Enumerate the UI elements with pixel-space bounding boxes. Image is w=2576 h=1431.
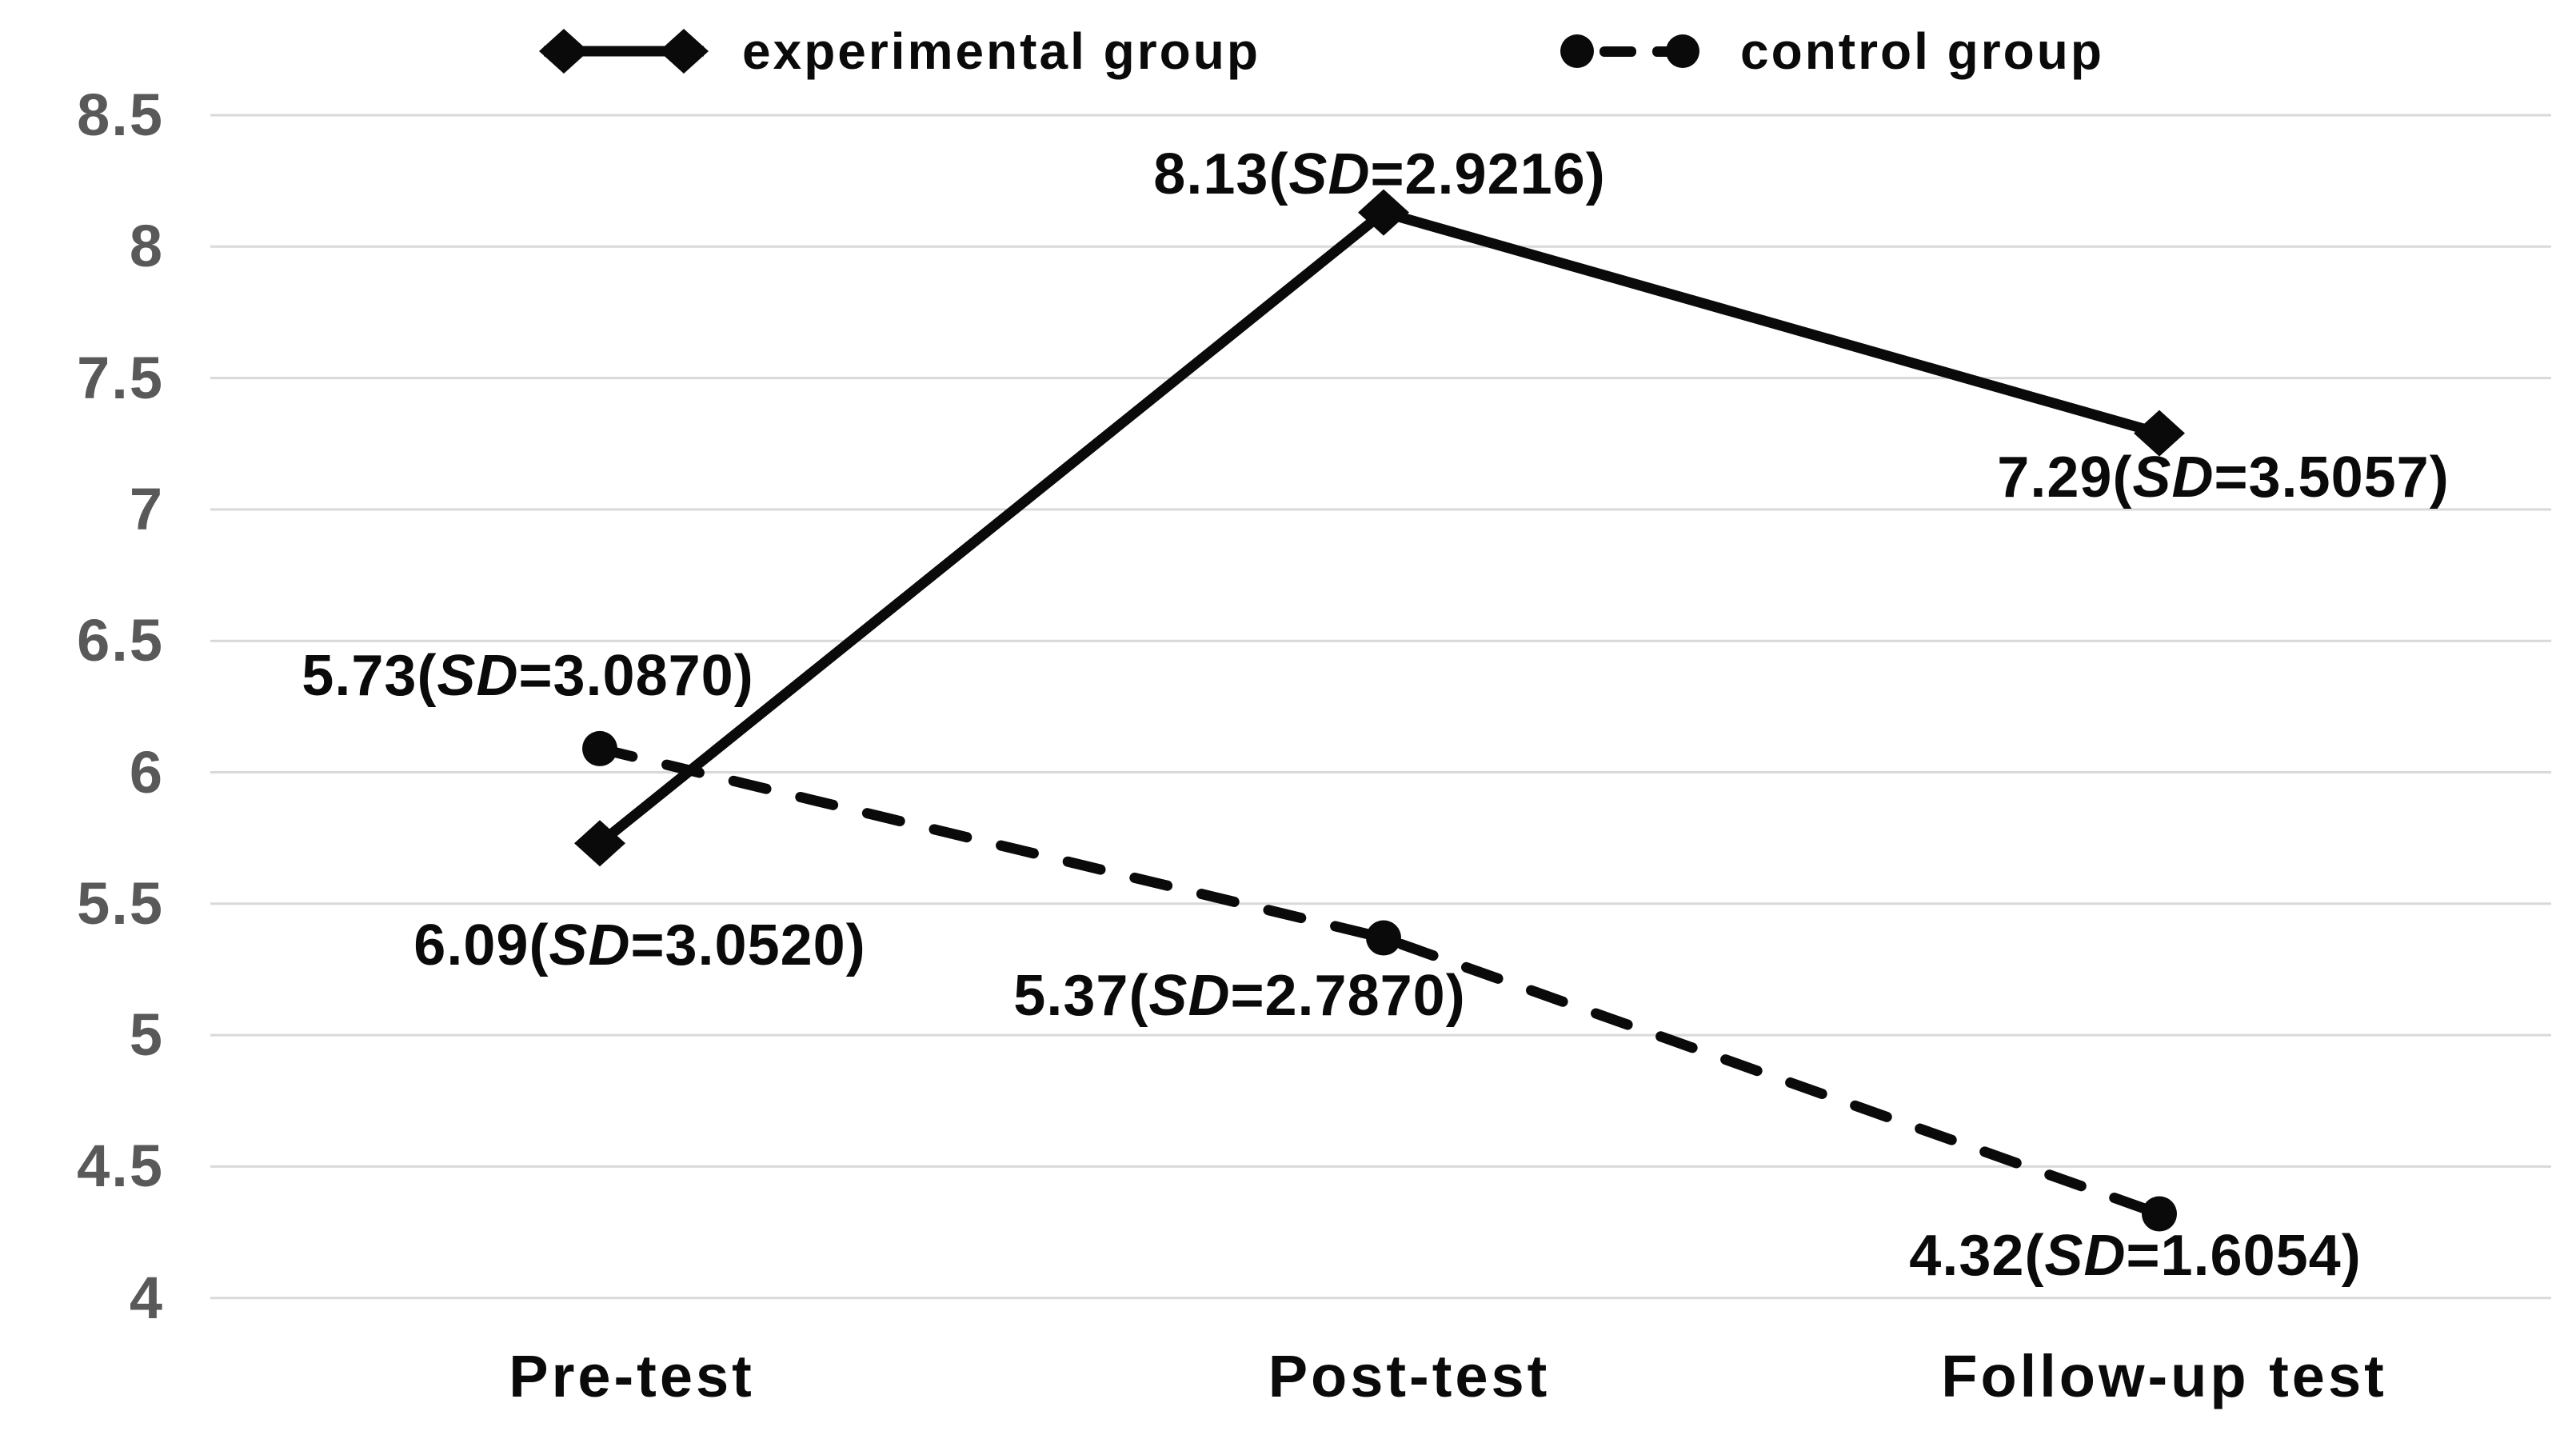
y-tick-label: 4 [129, 1264, 164, 1331]
data-point-label: 4.32(SD=1.6054) [1909, 1223, 2362, 1288]
data-point-label: 8.13(SD=2.9216) [1153, 142, 1606, 206]
legend-item-control: control group [1558, 14, 2104, 88]
y-tick-label: 5.5 [77, 869, 164, 937]
data-point-marker-diamond [2134, 410, 2185, 457]
legend-label-control: control group [1740, 22, 2104, 80]
data-point-label: 5.37(SD=2.7870) [1013, 963, 1466, 1028]
experimental-series-key-icon [539, 29, 709, 74]
data-point-marker-circle [1366, 920, 1401, 956]
data-point-marker-diamond [574, 820, 625, 867]
data-point-label: 5.73(SD=3.0870) [302, 644, 754, 709]
x-category-label: Follow-up test [1941, 1343, 2387, 1409]
data-point-label: 6.09(SD=3.0520) [413, 913, 866, 977]
y-tick-label: 8 [129, 213, 164, 280]
control-series-key-icon [1560, 34, 1699, 68]
legend-item-experimental: experimental group [528, 14, 1260, 88]
experimental-group-line [594, 206, 2165, 849]
data-point-marker-circle [582, 730, 617, 766]
data-point-marker-circle [2142, 1196, 2177, 1232]
data-point-marker-diamond [1358, 189, 1409, 236]
y-tick-label: 6.5 [77, 607, 164, 674]
y-tick-label: 7 [129, 475, 164, 542]
y-tick-label: 4.5 [77, 1133, 164, 1200]
y-tick-label: 5 [129, 1001, 164, 1069]
y-tick-label: 6 [129, 738, 164, 805]
y-tick-label: 7.5 [77, 344, 164, 411]
x-category-label: Post-test [1268, 1343, 1551, 1409]
data-point-label: 7.29(SD=3.5057) [1997, 445, 2450, 510]
legend-label-experimental: experimental group [742, 22, 1260, 80]
x-category-label: Pre-test [509, 1343, 755, 1409]
y-tick-label: 8.5 [77, 82, 164, 148]
